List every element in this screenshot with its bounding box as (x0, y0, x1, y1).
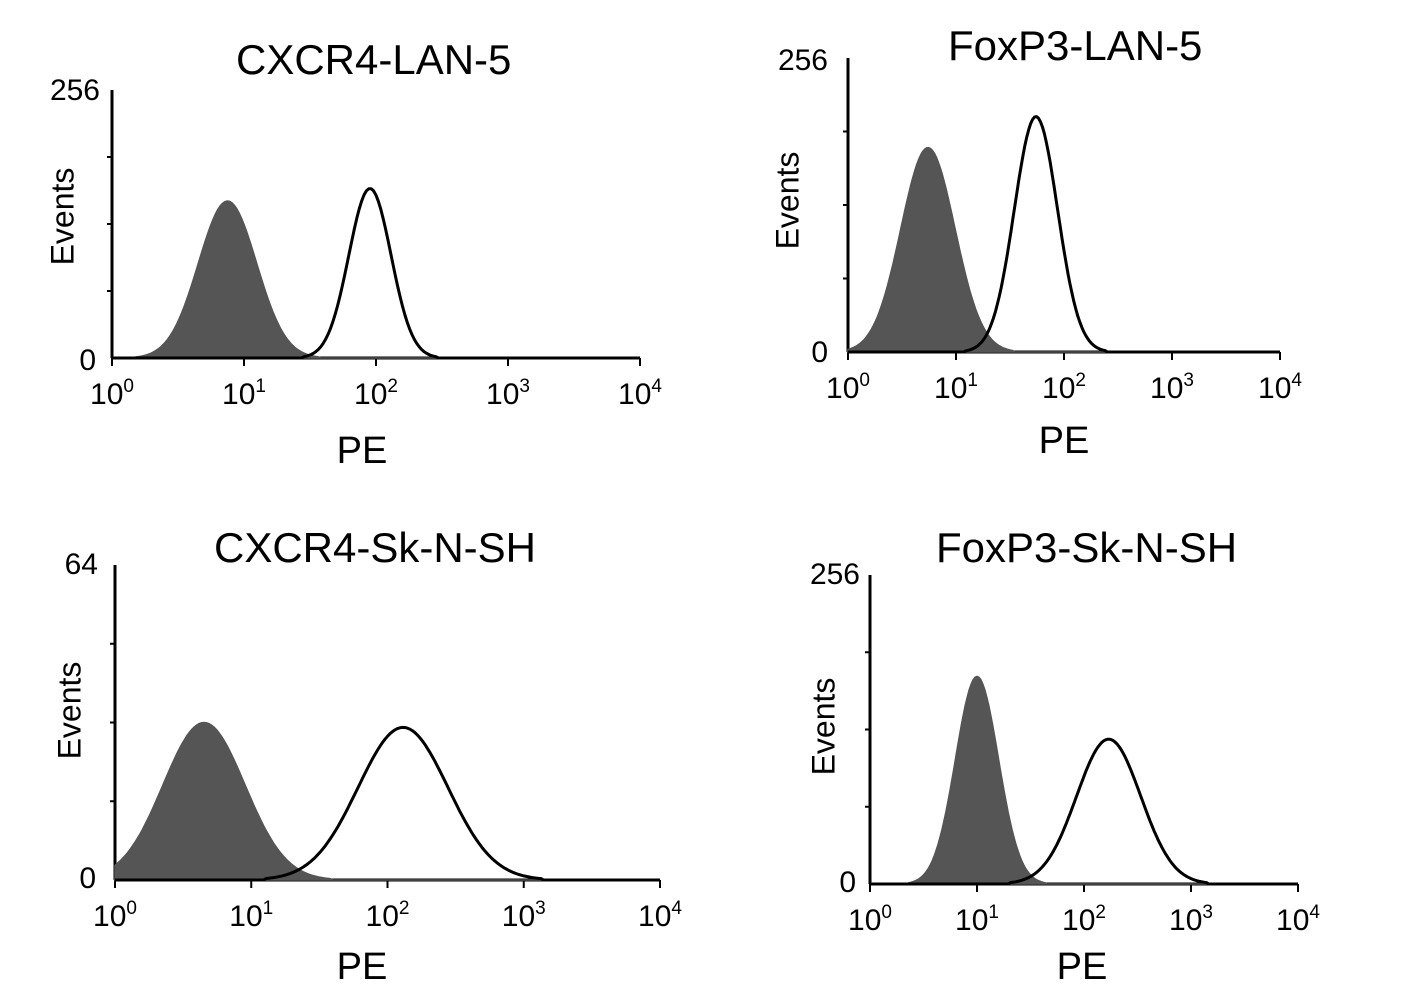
x-tick-label: 104 (638, 898, 682, 933)
histogram-outline-1 (848, 115, 1280, 354)
x-axis-label: PE (1056, 946, 1108, 988)
y-tick-zero: 0 (839, 866, 856, 899)
x-tick-label: 101 (934, 370, 978, 405)
histogram-panel-foxp3-sknsh: FoxP3-Sk-N-SH 256 0 Events PE 100 101 102 1… (720, 500, 1420, 1000)
x-axis-label: PE (336, 946, 388, 988)
histogram-outline-1 (115, 725, 660, 882)
y-tick-zero: 0 (79, 344, 96, 377)
y-tick-max: 64 (64, 548, 98, 581)
x-tick-label: 102 (366, 898, 410, 933)
histogram-outline-1 (870, 737, 1298, 886)
x-tick-label: 104 (618, 376, 662, 411)
x-tick-label: 101 (222, 376, 266, 411)
x-tick-label: 104 (1258, 370, 1302, 405)
plot-area: 100 101 102 103 104 (848, 575, 1320, 937)
chart-title: CXCR4-LAN-5 (236, 36, 512, 83)
x-tick-label: 103 (1150, 370, 1194, 405)
x-axis-label: PE (336, 430, 388, 472)
histogram-panel-cxcr4-lan5: CXCR4-LAN-5 256 0 Events PE 100 101 102 103… (0, 0, 700, 490)
x-tick-label: 100 (826, 370, 870, 405)
x-axis-label: PE (1038, 420, 1090, 462)
x-tick-label: 103 (502, 898, 546, 933)
chart-title: CXCR4-Sk-N-SH (214, 524, 537, 571)
y-tick-max: 256 (777, 44, 828, 77)
chart-title: FoxP3-Sk-N-SH (936, 524, 1238, 571)
histogram-filled-0 (114, 721, 660, 881)
x-tick-label: 101 (229, 898, 273, 933)
histogram-panel-cxcr4-sknsh: CXCR4-Sk-N-SH 64 0 Events PE 100 101 102 10… (0, 500, 700, 1000)
y-tick-max: 256 (809, 558, 860, 591)
y-tick-zero: 0 (79, 862, 96, 895)
histogram-filled-0 (112, 200, 640, 359)
y-tick-max: 256 (49, 74, 100, 107)
x-tick-label: 102 (354, 376, 398, 411)
x-tick-label: 103 (1169, 902, 1213, 937)
x-tick-label: 102 (1062, 902, 1106, 937)
x-tick-label: 102 (1042, 370, 1086, 405)
histogram-panel-foxp3-lan5: FoxP3-LAN-5 256 0 Events PE 100 101 102 103… (720, 0, 1420, 490)
y-tick-zero: 0 (811, 336, 828, 369)
x-tick-label: 103 (486, 376, 530, 411)
chart-title: FoxP3-LAN-5 (948, 22, 1203, 69)
plot-area: 100 101 102 103 104 (90, 90, 662, 411)
plot-area: 100 101 102 103 104 (826, 58, 1302, 405)
x-tick-label: 100 (90, 376, 134, 411)
x-tick-label: 104 (1276, 902, 1320, 937)
x-tick-label: 100 (848, 902, 892, 937)
histogram-outline-1 (112, 187, 640, 360)
x-tick-label: 101 (955, 902, 999, 937)
x-tick-label: 100 (93, 898, 137, 933)
plot-area: 100 101 102 103 104 (93, 565, 682, 933)
